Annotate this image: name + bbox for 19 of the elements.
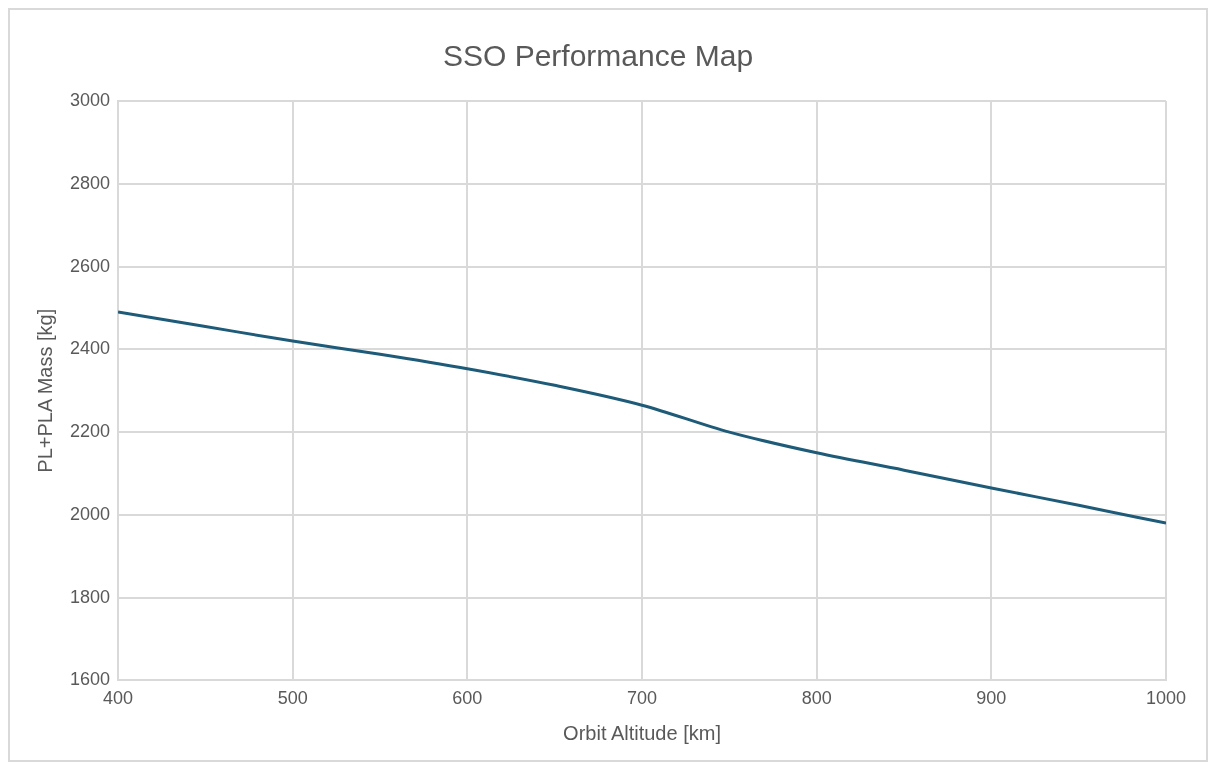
x-tick-label: 900 <box>976 688 1007 709</box>
y-tick-label: 1800 <box>70 586 111 607</box>
line-series <box>118 310 1166 525</box>
x-tick-label: 400 <box>103 688 134 709</box>
x-tick-label: 700 <box>627 688 658 709</box>
y-tick-label: 1600 <box>70 669 111 690</box>
y-tick-label: 2600 <box>70 255 111 276</box>
y-tick-label: 2200 <box>70 421 111 442</box>
x-tick-label: 800 <box>801 688 832 709</box>
y-axis-title: PL+PLA Mass [kg] <box>33 308 56 473</box>
x-axis-title: Orbit Altitude [km] <box>563 721 721 744</box>
x-tick-label: 600 <box>452 688 483 709</box>
x-tick-label: 500 <box>277 688 308 709</box>
y-tick-label: 2800 <box>70 172 111 193</box>
y-tick-label: 2400 <box>70 338 111 359</box>
y-tick-label: 2000 <box>70 503 111 524</box>
x-tick-label: 1000 <box>1145 688 1187 709</box>
chart-title: SSO Performance Map <box>442 39 754 73</box>
y-tick-label: 3000 <box>70 89 111 110</box>
